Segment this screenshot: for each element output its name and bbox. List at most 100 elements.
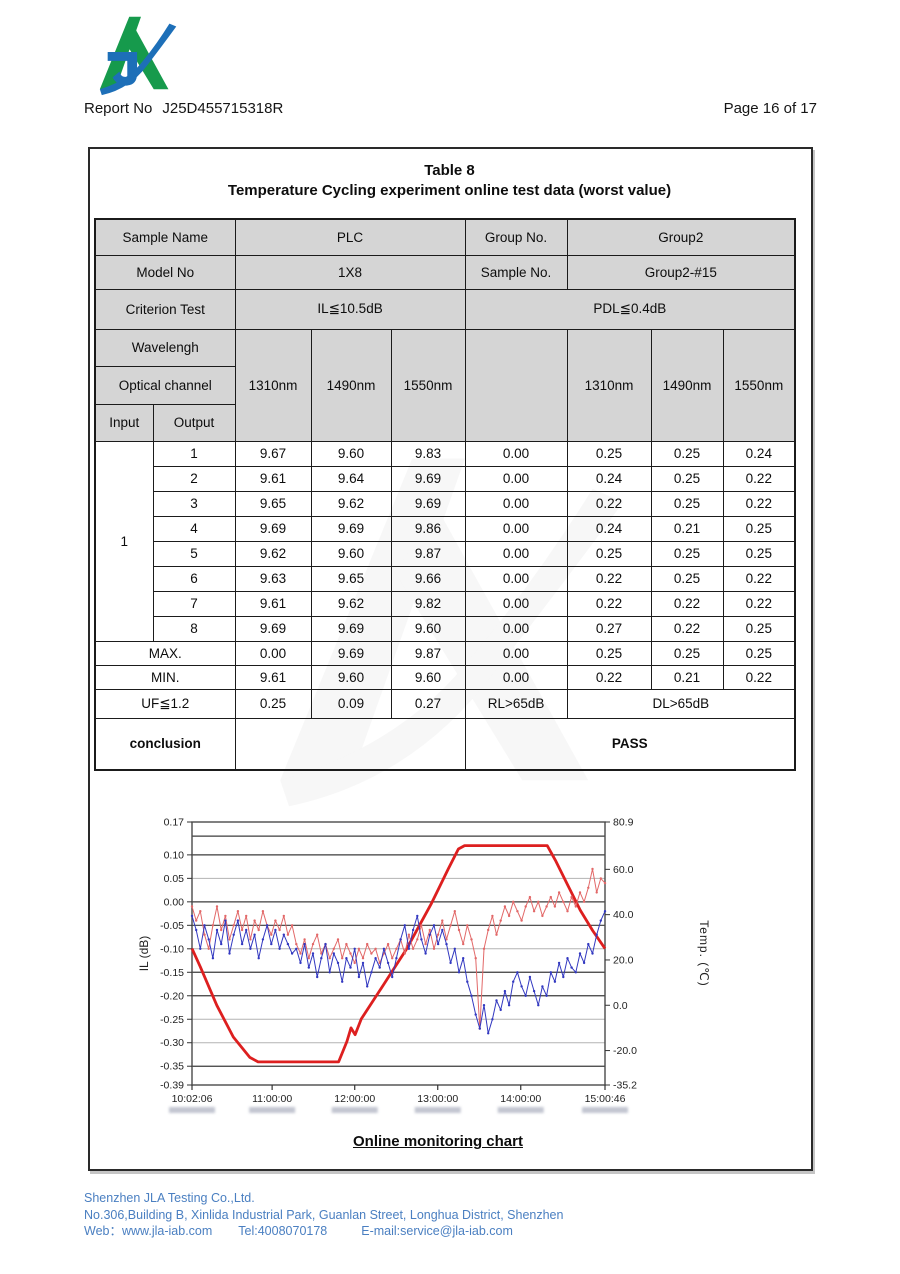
data-cell: 9.60 bbox=[310, 540, 392, 567]
jla-logo-icon bbox=[99, 16, 177, 96]
sample-no-label: Sample No. bbox=[464, 254, 568, 290]
pdl-wavelength-1550: 1550nm bbox=[722, 328, 796, 442]
uf-label: UF≦1.2 bbox=[94, 688, 236, 719]
data-cell: 0.24 bbox=[722, 440, 796, 467]
data-cell: 0.00 bbox=[464, 490, 568, 517]
output-port-cell: 2 bbox=[152, 465, 236, 492]
svg-text:-0.30: -0.30 bbox=[160, 1037, 184, 1049]
svg-text:-0.25: -0.25 bbox=[160, 1014, 184, 1026]
page-frame bbox=[88, 147, 813, 1171]
report-no-label: Report No bbox=[84, 100, 153, 117]
data-cell: 0.25 bbox=[650, 640, 724, 666]
data-cell: 9.63 bbox=[234, 565, 312, 592]
data-cell: 9.61 bbox=[234, 664, 312, 690]
sample-name-value: PLC bbox=[234, 218, 466, 256]
sample-name-row: Sample Name PLC Group No. Group2 bbox=[94, 218, 796, 256]
y-left-axis-title: IL (dB) bbox=[137, 936, 151, 972]
table-title: Table 8 bbox=[424, 162, 475, 179]
data-cell: 0.22 bbox=[722, 490, 796, 517]
data-row-output-2: 2 9.61 9.64 9.69 0.00 0.24 0.25 0.22 bbox=[95, 465, 796, 492]
chart-caption: Online monitoring chart bbox=[352, 1133, 523, 1150]
output-port-cell: 6 bbox=[152, 565, 236, 592]
data-cell: 0.25 bbox=[650, 440, 724, 467]
wavelength-row: Wavelengh 1310nm 1490nm 1550nm 1310nm 14… bbox=[94, 328, 796, 442]
group-no-value: Group2 bbox=[566, 218, 796, 256]
logo-blue-swoosh bbox=[99, 23, 177, 96]
criterion-row: Criterion Test IL≦10.5dB PDL≦0.4dB bbox=[94, 288, 796, 330]
data-row-output-4: 4 9.69 9.69 9.86 0.00 0.24 0.21 0.25 bbox=[95, 515, 796, 542]
data-cell: 9.69 bbox=[310, 640, 392, 666]
svg-text:0.0: 0.0 bbox=[613, 1000, 628, 1012]
data-cell: 0.22 bbox=[566, 664, 652, 690]
output-port-cell: 5 bbox=[152, 540, 236, 567]
blank-header-cell bbox=[464, 328, 568, 442]
data-row-output-3: 3 9.65 9.62 9.69 0.00 0.22 0.25 0.22 bbox=[95, 490, 796, 517]
svg-text:60.0: 60.0 bbox=[613, 864, 634, 876]
input-label: Input bbox=[94, 403, 154, 442]
data-cell: 0.22 bbox=[650, 590, 724, 617]
data-cell: 9.61 bbox=[234, 590, 312, 617]
conclusion-value: PASS bbox=[464, 717, 796, 771]
input-output-row: Input Output bbox=[94, 403, 795, 442]
svg-text:20.0: 20.0 bbox=[613, 954, 634, 966]
svg-text:-0.35: -0.35 bbox=[160, 1061, 184, 1073]
data-cell: 9.69 bbox=[390, 490, 466, 517]
data-cell: 0.25 bbox=[722, 640, 796, 666]
pdl-wavelength-1310: 1310nm bbox=[566, 328, 652, 442]
svg-text:0.00: 0.00 bbox=[164, 896, 185, 908]
output-label: Output bbox=[152, 403, 236, 442]
model-no-label: Model No bbox=[94, 254, 236, 290]
series-il-trace-blue bbox=[190, 910, 607, 1035]
svg-text:-0.20: -0.20 bbox=[160, 990, 184, 1002]
svg-text:80.9: 80.9 bbox=[613, 817, 634, 829]
data-cell: 0.25 bbox=[650, 540, 724, 567]
wavelength-label: Wavelengh bbox=[94, 328, 236, 367]
data-cell: 0.27 bbox=[566, 615, 652, 642]
chart-y-right-axis: 80.9 60.0 40.0 20.0 0.0 -20.0 -35.2 bbox=[605, 817, 637, 1092]
footer-address: No.306,Building B, Xinlida Industrial Pa… bbox=[84, 1207, 564, 1222]
uf-value-1550: 0.27 bbox=[390, 688, 466, 719]
svg-text:-0.10: -0.10 bbox=[160, 943, 184, 955]
chart-x-axis: 10:02:06 11:00:00 12:00:00 13:00:00 14:00:00… bbox=[169, 1085, 628, 1113]
data-cell: 9.62 bbox=[310, 590, 392, 617]
footer-email: E-mail:service@jla-iab.com bbox=[361, 1224, 513, 1238]
data-cell: 0.00 bbox=[464, 515, 568, 542]
data-cell: 0.22 bbox=[566, 490, 652, 517]
y-right-axis-title: Temp. (℃) bbox=[697, 920, 711, 986]
output-port-cell: 1 bbox=[152, 440, 236, 467]
data-cell: 0.25 bbox=[650, 490, 724, 517]
data-cell: 0.22 bbox=[722, 590, 796, 617]
data-cell: 0.22 bbox=[650, 615, 724, 642]
data-cell: 0.21 bbox=[650, 515, 724, 542]
data-row-output-7: 7 9.61 9.62 9.82 0.00 0.22 0.22 0.22 bbox=[95, 590, 796, 617]
footer-contact: Web：www.jla-iab.com Tel:4008070178 E-mail:… bbox=[84, 1223, 563, 1240]
svg-text:14:00:00: 14:00:00 bbox=[500, 1093, 541, 1105]
footer: Shenzhen JLA Testing Co.,Ltd. No.306,Bui… bbox=[84, 1190, 563, 1240]
data-cell: 0.22 bbox=[566, 590, 652, 617]
data-cell: 0.22 bbox=[722, 465, 796, 492]
data-cell: 9.65 bbox=[234, 490, 312, 517]
data-cell: 9.61 bbox=[234, 465, 312, 492]
criterion-label: Criterion Test bbox=[94, 288, 236, 330]
report-header-line: Report No J25D455715318R Page 16 of 17 bbox=[84, 100, 817, 117]
data-cell: 9.65 bbox=[310, 565, 392, 592]
svg-text:-0.05: -0.05 bbox=[160, 920, 184, 932]
table-subtitle: Temperature Cycling experiment online te… bbox=[227, 182, 672, 199]
model-no-row: Model No 1X8 Sample No. Group2-#15 bbox=[94, 254, 796, 290]
footer-web: Web：www.jla-iab.com bbox=[84, 1224, 213, 1238]
data-cell: 9.60 bbox=[390, 664, 466, 690]
optical-channel-row: Optical channel bbox=[94, 365, 795, 405]
data-cell: 0.00 bbox=[464, 565, 568, 592]
output-port-cell: 8 bbox=[152, 615, 236, 642]
svg-text:13:00:00: 13:00:00 bbox=[417, 1093, 458, 1105]
data-cell: 9.62 bbox=[310, 490, 392, 517]
data-cell: 0.25 bbox=[722, 515, 796, 542]
data-cell: 0.00 bbox=[464, 540, 568, 567]
footer-company: Shenzhen JLA Testing Co.,Ltd. bbox=[84, 1191, 255, 1205]
pdl-wavelength-1490: 1490nm bbox=[650, 328, 724, 442]
svg-text:10:02:06: 10:02:06 bbox=[172, 1093, 213, 1105]
uf-value-1490: 0.09 bbox=[310, 688, 392, 719]
series-il-trace-red bbox=[190, 867, 607, 1030]
data-cell: 0.25 bbox=[566, 640, 652, 666]
svg-text:40.0: 40.0 bbox=[613, 909, 634, 921]
